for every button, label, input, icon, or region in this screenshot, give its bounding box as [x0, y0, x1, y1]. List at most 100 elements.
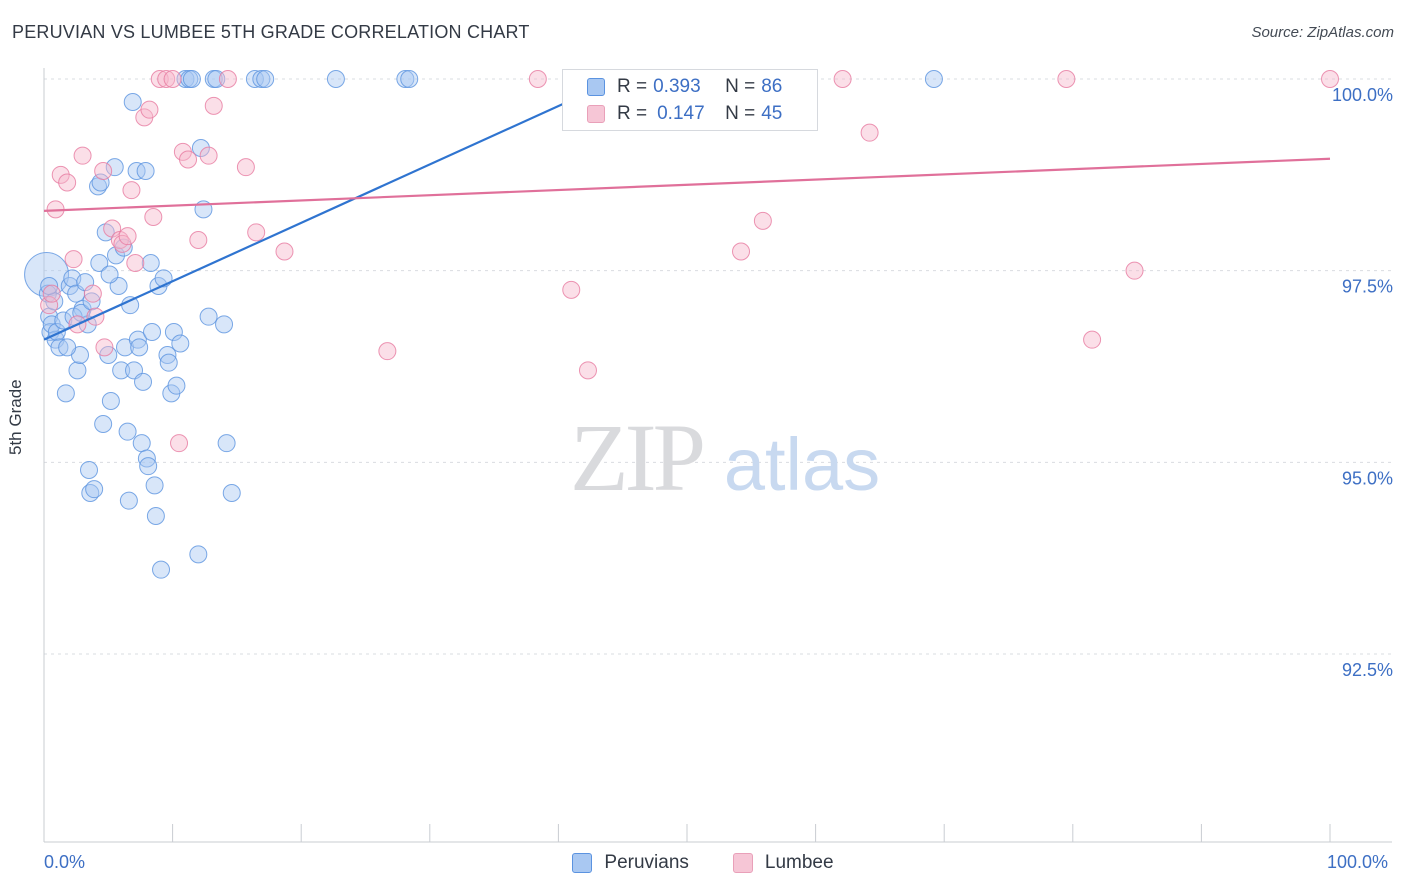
data-point-peruvians	[105, 158, 124, 177]
data-point-peruvians	[56, 384, 75, 403]
data-point-peruvians	[152, 560, 171, 579]
legend-swatch-peruvians	[587, 78, 605, 96]
data-point-lumbee	[578, 361, 597, 380]
series-swatch-peruvians	[572, 853, 593, 873]
legend-r-label: R =	[617, 103, 648, 124]
chart-title: PERUVIAN VS LUMBEE 5TH GRADE CORRELATION…	[12, 22, 530, 42]
data-point-lumbee	[833, 70, 852, 88]
data-point-lumbee	[1057, 70, 1076, 88]
data-point-peruvians	[400, 70, 419, 88]
data-point-peruvians	[128, 330, 147, 349]
data-point-peruvians	[123, 93, 142, 111]
data-point-peruvians	[50, 338, 69, 357]
data-point-peruvians	[396, 70, 415, 88]
data-point-peruvians	[134, 372, 153, 391]
data-point-peruvians	[85, 480, 104, 499]
y-tick-label: 92.5%	[1342, 660, 1393, 680]
data-point-lumbee	[157, 70, 176, 88]
data-point-lumbee	[118, 227, 137, 246]
trend-lines	[43, 93, 1331, 341]
y-tick-label: 97.5%	[1342, 277, 1393, 297]
data-point-lumbee	[1125, 261, 1144, 280]
data-point-peruvians	[141, 254, 160, 272]
data-point-peruvians	[252, 70, 271, 88]
data-point-peruvians	[924, 70, 943, 88]
data-point-lumbee	[42, 284, 61, 303]
legend-n-value: 86	[761, 76, 783, 97]
data-point-peruvians	[127, 162, 146, 180]
data-point-peruvians	[94, 415, 113, 433]
data-point-lumbee	[126, 254, 145, 272]
data-point-lumbee	[199, 146, 218, 165]
legend-r-value: 0.147	[657, 103, 705, 124]
data-point-peruvians	[145, 476, 164, 495]
data-point-peruvians	[222, 484, 241, 502]
data-point-peruvians	[80, 461, 99, 479]
data-point-lumbee	[218, 70, 237, 88]
data-point-peruvians	[136, 162, 155, 180]
correlation-legend: R = 0.393 N = 86 R = 0.147 N = 45	[562, 69, 818, 131]
data-point-peruvians	[171, 334, 190, 353]
series-label-lumbee: Lumbee	[764, 852, 834, 873]
legend-r-label: R =	[617, 76, 648, 97]
data-point-lumbee	[732, 242, 751, 261]
data-point-peruvians	[101, 392, 120, 410]
legend-swatch-lumbee	[587, 105, 605, 123]
series-label-peruvians: Peruvians	[604, 852, 689, 873]
data-point-lumbee	[247, 223, 266, 242]
data-point-lumbee	[95, 338, 114, 357]
data-point-peruvians	[143, 323, 162, 341]
data-point-lumbee-extra	[1321, 70, 1339, 88]
data-point-lumbee	[58, 173, 77, 192]
data-point-lumbee	[144, 208, 163, 226]
data-point-peruvians	[121, 296, 140, 315]
series-legend-lumbee: Lumbee	[732, 852, 834, 874]
data-point-lumbee	[204, 96, 223, 115]
data-point-peruvians	[217, 434, 236, 453]
x-tick-label-min: 0.0%	[44, 852, 86, 872]
x-tick-label-max: 100.0%	[1327, 852, 1389, 872]
axes: 92.5% 95.0% 97.5% 100.0%	[43, 68, 1393, 843]
data-point-lumbee	[378, 342, 397, 361]
data-point-lumbee	[275, 242, 294, 261]
data-point-lumbee	[83, 284, 102, 303]
series-legend-peruvians: Peruvians	[572, 852, 689, 874]
series-swatch-lumbee	[732, 853, 753, 873]
data-point-peruvians	[191, 139, 210, 157]
data-point-lumbee	[179, 150, 198, 169]
data-point-peruvians	[176, 70, 195, 88]
data-point-peruvians	[215, 315, 234, 334]
data-point-lumbee	[1083, 330, 1102, 349]
data-point-lumbee	[73, 146, 92, 165]
watermark-zip: ZIP	[570, 404, 703, 511]
legend-n-label: N =	[725, 103, 756, 124]
data-point-peruvians	[72, 303, 91, 322]
data-point-peruvians	[164, 323, 183, 341]
data-point-lumbee	[150, 70, 169, 88]
data-point-lumbee	[189, 231, 208, 249]
trend-line-peruvians	[43, 93, 585, 341]
data-point-lumbee	[528, 70, 547, 88]
watermark: ZIP atlas	[570, 404, 880, 511]
data-point-peruvians	[82, 292, 101, 311]
legend-r-value: 0.393	[653, 76, 701, 97]
series-legend: Peruvians Lumbee	[0, 852, 1406, 874]
data-point-peruvians	[68, 361, 87, 380]
legend-row-peruvians: R = 0.393 N = 86	[587, 75, 782, 99]
trend-line-lumbee	[43, 157, 1331, 212]
data-point-lumbee	[40, 296, 59, 315]
data-point-lumbee	[562, 280, 581, 299]
data-point-peruvians	[256, 70, 275, 88]
data-point-peruvians	[158, 346, 177, 364]
data-point-lumbee	[122, 181, 141, 200]
source-credit: Source: ZipAtlas.com	[1251, 24, 1394, 41]
y-axis-label: 5th Grade	[6, 379, 25, 455]
y-tick-label: 100.0%	[1332, 85, 1393, 105]
data-point-peruvians	[112, 361, 131, 380]
data-point-lumbee	[94, 162, 113, 180]
data-point-peruvians	[132, 434, 151, 453]
data-point-peruvians	[189, 545, 208, 564]
data-point-lumbee	[140, 100, 159, 119]
data-point-lumbee	[753, 211, 772, 230]
